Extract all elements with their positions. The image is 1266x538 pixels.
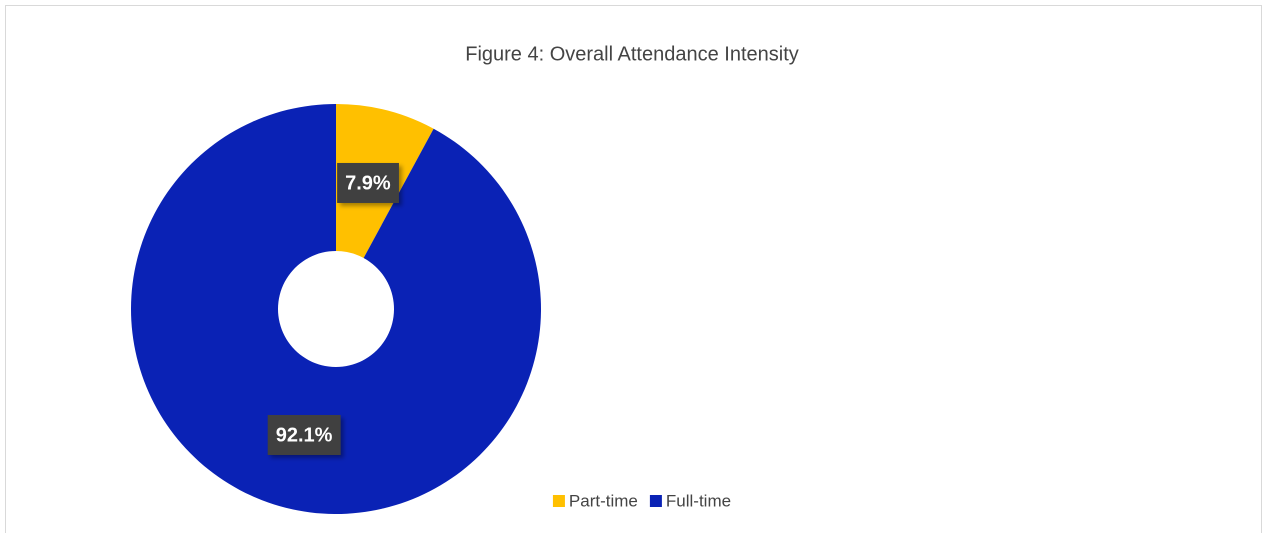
chart-title: Figure 4: Overall Attendance Intensity <box>465 43 799 65</box>
legend: Part-time Full-time <box>542 483 742 520</box>
legend-swatch <box>552 495 565 507</box>
legend-label: Part-time <box>569 491 638 510</box>
data-label-text: 7.9% <box>345 172 391 194</box>
data-label-box <box>337 162 399 203</box>
data-label: 7.9% <box>337 162 399 203</box>
legend-label: Full-time <box>666 491 731 510</box>
legend-swatch <box>649 495 662 507</box>
data-label: 92.1% <box>267 415 341 456</box>
donut-slice <box>131 104 541 514</box>
legend-box <box>542 483 742 520</box>
data-label-text: 92.1% <box>276 424 333 446</box>
data-label-box <box>267 415 341 456</box>
